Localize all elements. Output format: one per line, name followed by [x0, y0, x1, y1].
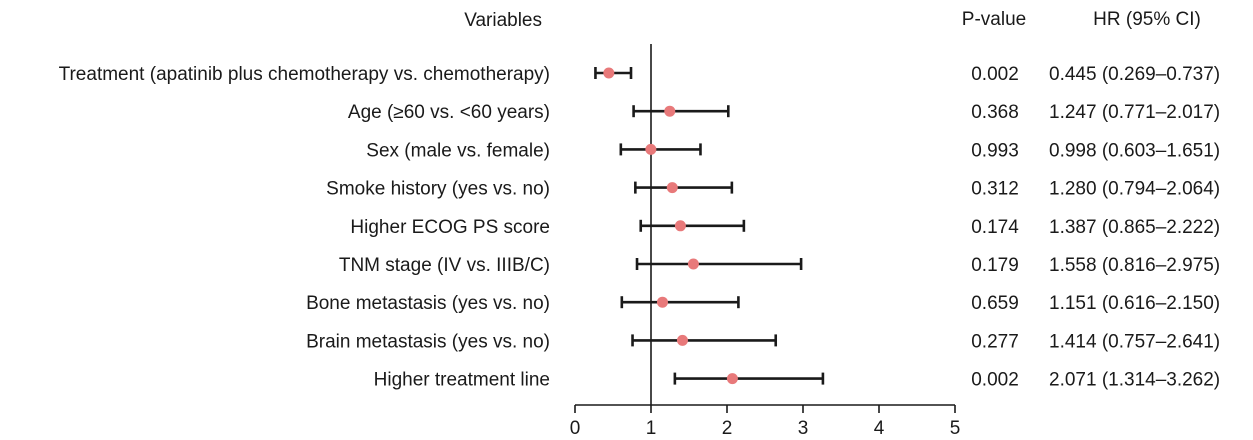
- row-label: TNM stage (IV vs. IIIB/C): [339, 255, 550, 276]
- rows-layer: Treatment (apatinib plus chemotherapy vs…: [59, 44, 1221, 405]
- hr-ci-value: 1.558 (0.816–2.975): [1049, 255, 1220, 276]
- hr-point: [666, 182, 678, 194]
- p-value: 0.179: [971, 255, 1019, 276]
- x-tick-label: 2: [722, 418, 733, 439]
- forest-row: Sex (male vs. female) 0.993 0.998 (0.603–1…: [366, 140, 1220, 161]
- row-label: Age (≥60 vs. <60 years): [348, 102, 550, 123]
- hr-point: [603, 67, 615, 79]
- hr-point: [687, 258, 699, 270]
- p-value: 0.312: [971, 179, 1019, 200]
- hr-point: [674, 220, 686, 232]
- forest-row: Higher ECOG PS score 0.174 1.387 (0.865–2.…: [350, 217, 1220, 238]
- hr-ci-value: 1.247 (0.771–2.017): [1049, 102, 1220, 123]
- hr-ci-value: 1.414 (0.757–2.641): [1049, 331, 1220, 352]
- forest-row: TNM stage (IV vs. IIIB/C) 0.179 1.558 (0.8…: [339, 255, 1220, 276]
- x-tick-label: 5: [950, 418, 961, 439]
- x-tick-label: 1: [646, 418, 657, 439]
- hr-ci-value: 1.280 (0.794–2.064): [1049, 179, 1220, 200]
- row-label: Sex (male vs. female): [366, 140, 550, 161]
- p-value: 0.659: [971, 293, 1019, 314]
- hr-ci-value: 1.151 (0.616–2.150): [1049, 293, 1220, 314]
- hr-point: [664, 105, 676, 117]
- hr-ci-value: 0.998 (0.603–1.651): [1049, 140, 1220, 161]
- row-label: Smoke history (yes vs. no): [326, 179, 550, 200]
- x-tick-label: 4: [874, 418, 885, 439]
- x-tick-label: 3: [798, 418, 809, 439]
- hr-point: [645, 143, 657, 155]
- p-value: 0.368: [971, 102, 1019, 123]
- hr-ci-value: 0.445 (0.269–0.737): [1049, 64, 1220, 85]
- row-label: Brain metastasis (yes vs. no): [306, 331, 550, 352]
- forest-row: Treatment (apatinib plus chemotherapy vs…: [59, 64, 1221, 85]
- forest-row: Smoke history (yes vs. no) 0.312 1.280 (0.…: [326, 179, 1220, 200]
- pvalue-header: P-value: [962, 9, 1026, 30]
- hr-ci-value: 1.387 (0.865–2.222): [1049, 217, 1220, 238]
- p-value: 0.002: [971, 64, 1019, 85]
- forest-row: Brain metastasis (yes vs. no) 0.277 1.414 …: [306, 331, 1220, 352]
- p-value: 0.002: [971, 370, 1019, 391]
- forest-row: Higher treatment line 0.002 2.071 (1.314–3…: [374, 370, 1221, 391]
- row-label: Bone metastasis (yes vs. no): [306, 293, 550, 314]
- forest-row: Age (≥60 vs. <60 years) 0.368 1.247 (0.771…: [348, 102, 1220, 123]
- p-value: 0.174: [971, 217, 1019, 238]
- row-label: Higher ECOG PS score: [350, 217, 550, 238]
- hr-point: [676, 334, 688, 346]
- hr-point: [726, 373, 738, 385]
- variables-header: Variables: [464, 10, 542, 31]
- forest-row: Bone metastasis (yes vs. no) 0.659 1.151 (…: [306, 293, 1220, 314]
- x-tick-label: 0: [570, 418, 581, 439]
- row-label: Higher treatment line: [374, 370, 550, 391]
- p-value: 0.277: [971, 331, 1019, 352]
- hr-ci-header: HR (95% CI): [1093, 9, 1201, 30]
- hr-point: [656, 296, 668, 308]
- row-label: Treatment (apatinib plus chemotherapy vs…: [59, 64, 550, 85]
- hr-ci-value: 2.071 (1.314–3.262): [1049, 370, 1220, 391]
- x-axis: 0 1 2 3 4 5: [570, 404, 961, 439]
- p-value: 0.993: [971, 140, 1019, 161]
